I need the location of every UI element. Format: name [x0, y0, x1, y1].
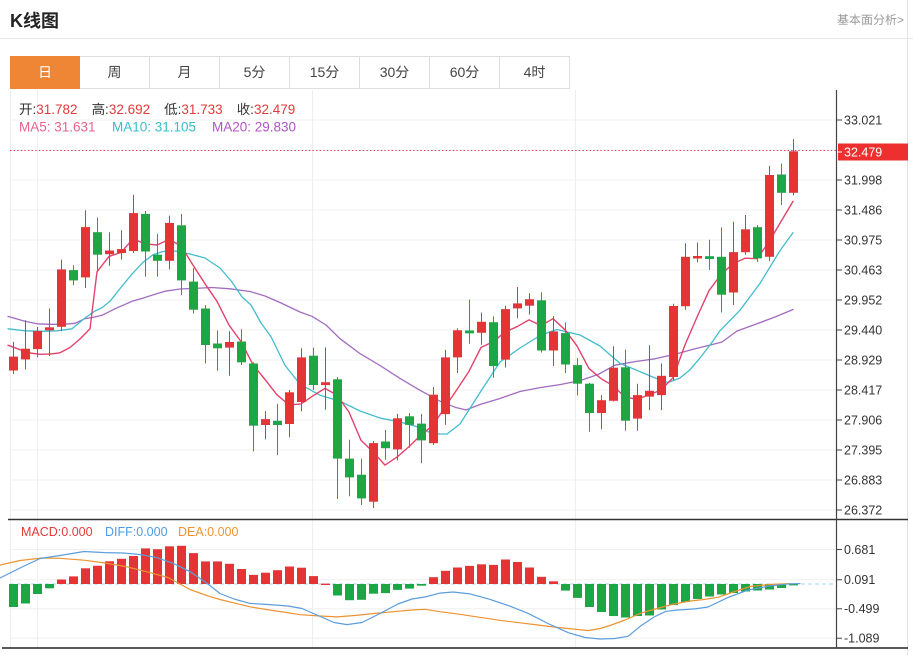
svg-text:0.681: 0.681: [844, 543, 875, 557]
svg-text:-0.499: -0.499: [844, 602, 879, 616]
svg-text:26.372: 26.372: [844, 503, 882, 517]
svg-text:28.417: 28.417: [844, 383, 882, 397]
svg-text:32.479: 32.479: [844, 145, 882, 159]
svg-text:30.463: 30.463: [844, 263, 882, 277]
svg-text:26.883: 26.883: [844, 473, 882, 487]
svg-text:DIFF:0.000: DIFF:0.000: [105, 525, 168, 539]
svg-text:MA10: 31.105: MA10: 31.105: [112, 120, 196, 135]
svg-text:33.021: 33.021: [844, 113, 882, 127]
svg-text:29.440: 29.440: [844, 323, 882, 337]
svg-text:28.929: 28.929: [844, 353, 882, 367]
svg-text:MACD:0.000: MACD:0.000: [21, 525, 93, 539]
svg-text:MA5: 31.631: MA5: 31.631: [19, 120, 96, 135]
svg-text:MA20: 29.830: MA20: 29.830: [212, 120, 296, 135]
svg-text:27.906: 27.906: [844, 413, 882, 427]
svg-text:-1.089: -1.089: [844, 632, 879, 646]
svg-text:30.975: 30.975: [844, 233, 882, 247]
svg-text:0.091: 0.091: [844, 573, 875, 587]
svg-text:31.998: 31.998: [844, 173, 882, 187]
svg-text:27.395: 27.395: [844, 443, 882, 457]
svg-text:31.486: 31.486: [844, 203, 882, 217]
svg-text:29.952: 29.952: [844, 293, 882, 307]
svg-text:DEA:0.000: DEA:0.000: [178, 525, 239, 539]
